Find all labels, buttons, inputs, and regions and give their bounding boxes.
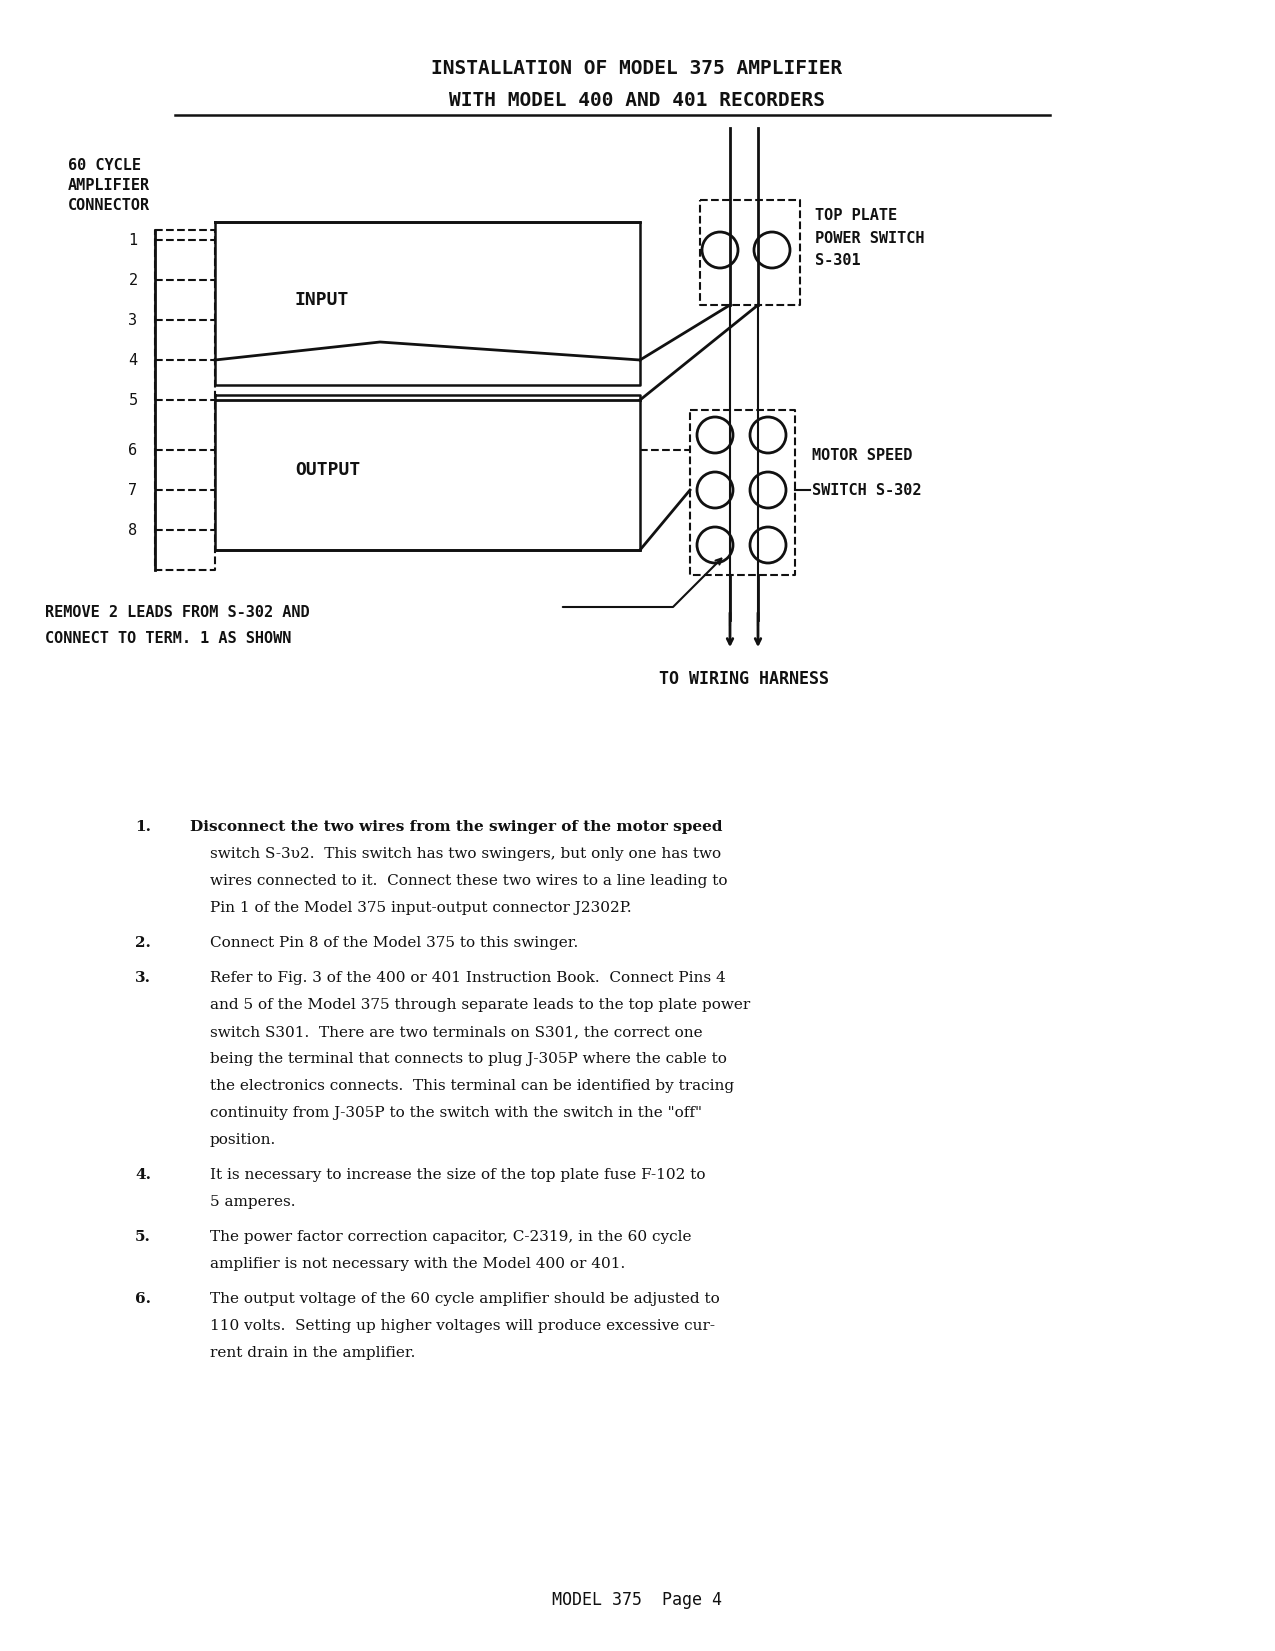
Text: 110 volts.  Setting up higher voltages will produce excessive cur-: 110 volts. Setting up higher voltages wi… [210,1319,715,1332]
Text: S-301: S-301 [815,253,861,267]
Text: CONNECTOR: CONNECTOR [68,198,150,213]
Text: MOTOR SPEED: MOTOR SPEED [812,447,913,462]
Text: 6: 6 [129,442,138,457]
Text: and 5 of the Model 375 through separate leads to the top plate power: and 5 of the Model 375 through separate … [210,997,750,1012]
Text: 3.: 3. [135,971,150,986]
Text: OUTPUT: OUTPUT [295,461,361,479]
Text: CONNECT TO TERM. 1 AS SHOWN: CONNECT TO TERM. 1 AS SHOWN [45,631,292,646]
Text: REMOVE 2 LEADS FROM S-302 AND: REMOVE 2 LEADS FROM S-302 AND [45,604,310,619]
Text: WITH MODEL 400 AND 401 RECORDERS: WITH MODEL 400 AND 401 RECORDERS [449,91,825,109]
Text: 3: 3 [129,312,138,327]
Text: MODEL 375  Page 4: MODEL 375 Page 4 [552,1592,722,1610]
Text: switch S301.  There are two terminals on S301, the correct one: switch S301. There are two terminals on … [210,1025,703,1038]
Text: 60 CYCLE: 60 CYCLE [68,157,142,172]
Text: rent drain in the amplifier.: rent drain in the amplifier. [210,1346,416,1360]
Text: TO WIRING HARNESS: TO WIRING HARNESS [659,670,829,688]
Text: continuity from J-305P to the switch with the switch in the "off": continuity from J-305P to the switch wit… [210,1106,703,1119]
Text: Connect Pin 8 of the Model 375 to this swinger.: Connect Pin 8 of the Model 375 to this s… [210,936,579,949]
Text: 8: 8 [129,522,138,538]
Text: 4.: 4. [135,1167,150,1182]
Text: 5.: 5. [135,1230,150,1243]
Text: 1: 1 [129,233,138,248]
Text: 4: 4 [129,353,138,368]
Text: INSTALLATION OF MODEL 375 AMPLIFIER: INSTALLATION OF MODEL 375 AMPLIFIER [431,58,843,78]
Text: switch S-3υ2.  This switch has two swingers, but only one has two: switch S-3υ2. This switch has two swinge… [210,847,722,862]
Text: 7: 7 [129,482,138,497]
Text: Refer to Fig. 3 of the 400 or 401 Instruction Book.  Connect Pins 4: Refer to Fig. 3 of the 400 or 401 Instru… [210,971,725,986]
Text: 2: 2 [129,272,138,287]
Text: Disconnect the two wires from the swinger of the motor speed: Disconnect the two wires from the swinge… [190,821,723,834]
Text: Pin 1 of the Model 375 input-output connector J2302P.: Pin 1 of the Model 375 input-output conn… [210,901,631,915]
Text: The power factor correction capacitor, C-2319, in the 60 cycle: The power factor correction capacitor, C… [210,1230,691,1243]
Text: 5 amperes.: 5 amperes. [210,1195,296,1209]
Text: amplifier is not necessary with the Model 400 or 401.: amplifier is not necessary with the Mode… [210,1256,625,1271]
Text: 2.: 2. [135,936,150,949]
Text: position.: position. [210,1133,277,1147]
Text: It is necessary to increase the size of the top plate fuse F-102 to: It is necessary to increase the size of … [210,1167,705,1182]
Text: SWITCH S-302: SWITCH S-302 [812,482,922,497]
Text: the electronics connects.  This terminal can be identified by tracing: the electronics connects. This terminal … [210,1080,734,1093]
Text: TOP PLATE: TOP PLATE [815,208,898,223]
Text: The output voltage of the 60 cycle amplifier should be adjusted to: The output voltage of the 60 cycle ampli… [210,1293,720,1306]
Text: 6.: 6. [135,1293,150,1306]
Text: POWER SWITCH: POWER SWITCH [815,231,924,246]
Text: being the terminal that connects to plug J-305P where the cable to: being the terminal that connects to plug… [210,1052,727,1067]
Text: 1.: 1. [135,821,150,834]
Text: 5: 5 [129,393,138,408]
Text: INPUT: INPUT [295,291,349,309]
Text: AMPLIFIER: AMPLIFIER [68,178,150,193]
Text: wires connected to it.  Connect these two wires to a line leading to: wires connected to it. Connect these two… [210,873,728,888]
